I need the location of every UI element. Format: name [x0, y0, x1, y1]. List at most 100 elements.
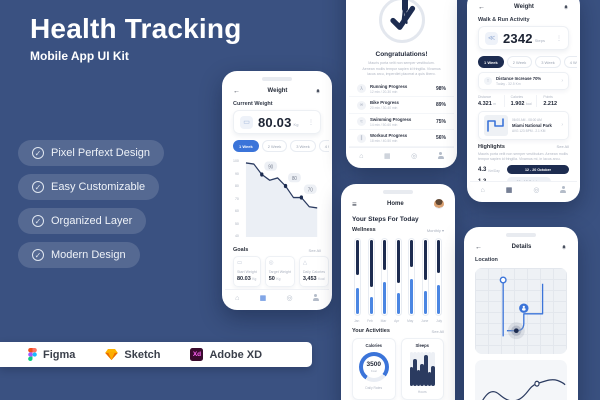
profile-icon[interactable] [437, 152, 444, 161]
wellness-bar [435, 238, 442, 316]
check-circle-icon: ✓ [32, 249, 44, 261]
goal-card[interactable]: ▭ Start Weight 80.03 Kg [233, 256, 261, 287]
month-label: Feb [367, 319, 373, 323]
tool-label: Figma [43, 348, 76, 361]
congrats-description: Mauris porta velit non semper vestibulum… [362, 61, 441, 77]
goal-card[interactable]: △ Daily Calories 3,453 Kcal [298, 256, 329, 287]
steps-unit: Steps [534, 38, 545, 43]
screen-title: Details [511, 244, 532, 250]
feature-label: Modern Design [51, 249, 126, 261]
kebab-icon[interactable]: ⋮ [556, 35, 562, 42]
tool-adobe-xd: Xd Adobe XD [190, 348, 262, 361]
sleep-bar [431, 352, 435, 386]
month-label: Mar [380, 319, 387, 323]
swimming-icon: ≈ [357, 117, 366, 127]
adobe-xd-logo-icon: Xd [190, 348, 204, 361]
date-range-pill[interactable]: 12 - 20 October [507, 165, 569, 175]
ring-shape [378, 0, 425, 43]
month-label: July [436, 319, 442, 323]
avatar[interactable] [434, 199, 444, 209]
chevron-down-icon: ▾ [441, 227, 444, 233]
period-dropdown[interactable]: Monthly ▾ [426, 227, 444, 233]
sleep-bar [413, 352, 417, 386]
stat-item: Points 2.212 [536, 95, 569, 107]
progress-label: Bike Progress [370, 100, 399, 106]
current-weight-label: Current Weight [233, 101, 273, 107]
progress-row[interactable]: ≈ Swimming Progress 14 min / 50-60 min 7… [349, 114, 454, 131]
dashboard-icon[interactable]: ▦ [505, 187, 513, 194]
bell-icon[interactable] [563, 0, 569, 16]
back-icon[interactable]: ← [475, 243, 482, 251]
goal-unit: Kcal [318, 277, 325, 281]
progress-detail: 14 min / 50-60 min [370, 122, 398, 127]
see-all-link[interactable]: See All [556, 144, 569, 149]
month-label: May [407, 319, 414, 323]
tab-4-week[interactable]: 4 Week [318, 140, 329, 152]
home-icon[interactable]: ⌂ [359, 153, 364, 160]
bell-icon[interactable] [561, 238, 567, 256]
check-circle-icon: ✓ [32, 147, 44, 159]
wellness-bar [394, 238, 402, 316]
feature-pill: ✓ Pixel Perfext Design [18, 140, 165, 166]
location-icon[interactable]: ◎ [411, 153, 418, 160]
tab-1-week[interactable]: 1 Week [233, 140, 259, 152]
kebab-icon[interactable]: ⋮ [308, 119, 314, 126]
distance-increase-card[interactable]: ↑ Distance Increase 70% Today - 32.5 Km … [478, 72, 569, 90]
dashboard-icon[interactable]: ▦ [383, 153, 391, 160]
tab-2-week[interactable]: 2 Week [261, 140, 288, 152]
highlight-row: 4.3 Km/Day 12 - 20 October [470, 165, 577, 175]
dashboard-icon[interactable]: ▦ [259, 295, 267, 302]
screen-title: Weight [514, 4, 534, 10]
see-all-link[interactable]: See All [308, 247, 321, 253]
bell-icon[interactable] [315, 82, 321, 100]
goal-value: 3,453 Kcal [302, 276, 325, 282]
calories-icon: △ [302, 260, 308, 266]
wellness-bar [354, 238, 361, 316]
design-tools-bar: Figma Sketch Xd Adobe XD [0, 342, 312, 367]
scale-icon: ▭ [237, 260, 243, 266]
tab-3-week[interactable]: 3 Week [535, 56, 561, 68]
progress-row[interactable]: λ Running Progress 12 min / 20-30 min 98… [349, 81, 454, 98]
progress-percent: 89% [435, 102, 446, 109]
tab-4-week[interactable]: 4 Week [563, 56, 577, 68]
home-icon[interactable]: ⌂ [235, 295, 240, 302]
route-card[interactable]: 06:00 AM - 08:00 AM Miami National Park … [478, 110, 569, 140]
goal-label: Daily Calories [302, 270, 325, 274]
scale-icon: ▭ [240, 115, 253, 129]
profile-icon[interactable] [560, 186, 567, 195]
steps-card: ≪ 2342 Steps ⋮ [478, 26, 569, 50]
stat-label: Distance [478, 95, 492, 99]
progress-row[interactable]: ∥ Workout Progress 18 min / 40-50 min 56… [349, 130, 454, 147]
tab-2-week[interactable]: 2 Week [506, 56, 533, 68]
tool-label: Adobe XD [209, 348, 263, 361]
stat-label: Points [543, 95, 553, 99]
shoe-icon: ≪ [485, 31, 498, 45]
bottom-nav: ⌂ ▦ ◎ [225, 289, 329, 307]
back-icon[interactable]: ← [233, 87, 240, 95]
location-map[interactable] [475, 268, 567, 354]
progress-detail: 20 min / 30-40 min [370, 106, 398, 111]
chart-point-marker [534, 380, 540, 387]
tab-3-week[interactable]: 3 Week [290, 140, 316, 152]
location-icon[interactable]: ◎ [533, 187, 540, 194]
target-icon: ◎ [268, 260, 274, 266]
tab-1-week[interactable]: 1 Week [478, 56, 504, 68]
weight-chart-svg: 90 80 70 [245, 161, 318, 238]
steps-value: 2342 [503, 30, 533, 46]
sleeps-card[interactable]: Sleeps Hours [400, 338, 444, 400]
profile-icon[interactable] [312, 294, 319, 303]
calories-donut: 3500 Kcal [358, 352, 389, 382]
screen-title: Home [387, 201, 404, 207]
calories-card[interactable]: Calories 3500 Kcal Daily Rates [352, 338, 396, 400]
progress-row[interactable]: ∞ Bike Progress 20 min / 30-40 min 89% [349, 97, 454, 114]
home-icon[interactable]: ⌂ [480, 187, 485, 194]
menu-icon[interactable]: ≡ [352, 199, 357, 209]
stat-item: Calories 1.902 kcal [503, 95, 537, 107]
goal-card[interactable]: ◎ Target Weight 50 Kg [264, 256, 295, 287]
wellness-bar [421, 238, 429, 316]
see-all-link[interactable]: See All [431, 328, 444, 334]
back-icon[interactable]: ← [478, 3, 485, 11]
location-icon[interactable]: ◎ [286, 295, 293, 302]
